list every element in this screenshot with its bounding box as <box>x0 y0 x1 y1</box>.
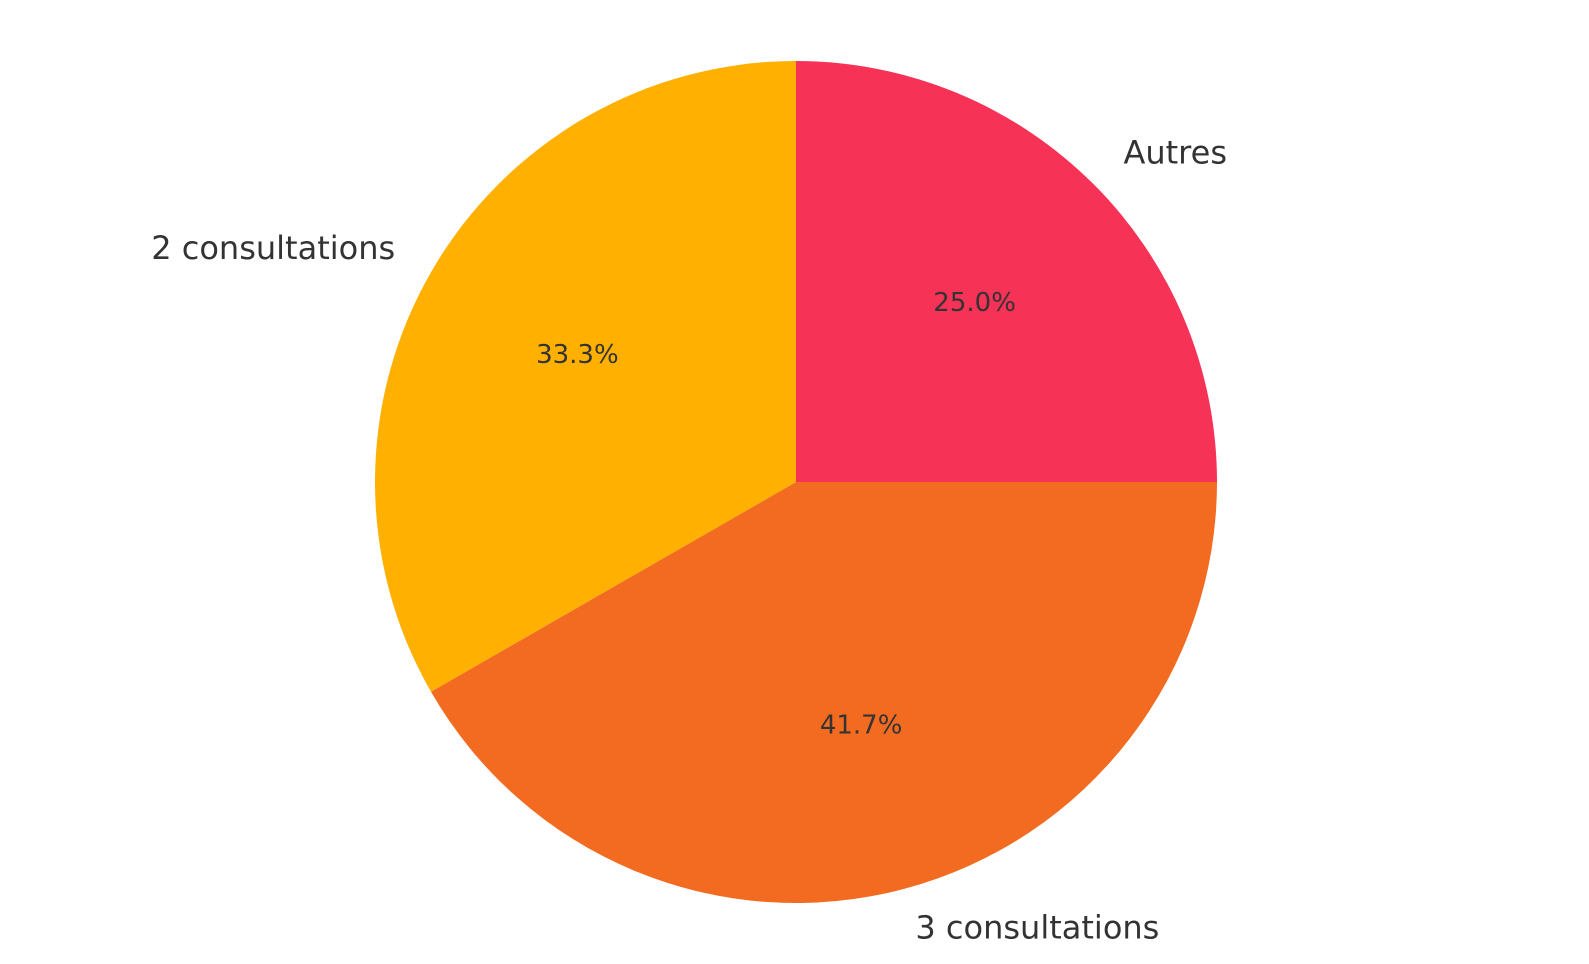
category-labels: Autres 3 consultations 2 consultations <box>151 134 1227 947</box>
category-label-3-consultations: 3 consultations <box>915 908 1159 946</box>
percent-labels: 25.0% 41.7% 33.3% <box>536 288 1016 741</box>
category-label-2-consultations: 2 consultations <box>151 229 395 267</box>
pie-slice-3-consultations <box>430 482 1217 904</box>
percent-label-2-consultations: 33.3% <box>536 340 619 370</box>
pie-slice-2-consultations <box>374 61 796 692</box>
category-label-autres: Autres <box>1123 134 1227 172</box>
pie-slice-autres <box>796 61 1217 482</box>
percent-label-autres: 25.0% <box>933 288 1016 318</box>
pie-slices <box>374 61 1217 904</box>
percent-label-3-consultations: 41.7% <box>820 711 903 741</box>
